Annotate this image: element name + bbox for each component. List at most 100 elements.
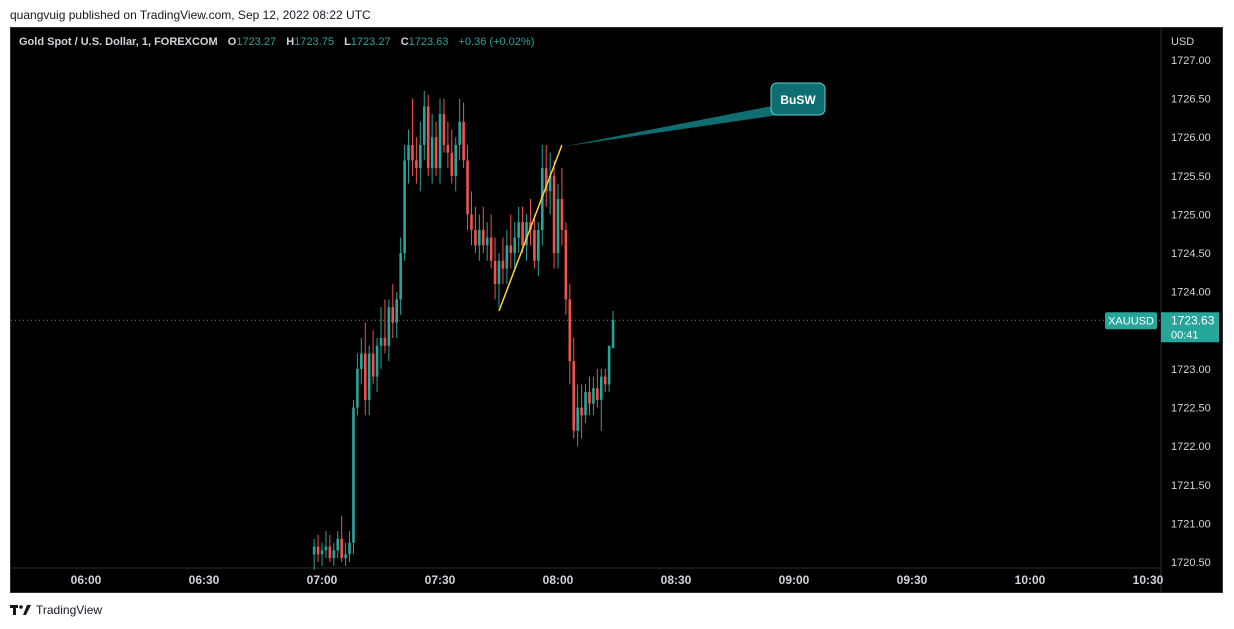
brand-name: TradingView [36,603,103,617]
candle-body [525,222,528,246]
candle [466,144,469,230]
candle-body [584,392,587,416]
tradingview-brand[interactable]: TradingView [10,603,102,617]
candlestick-chart[interactable]: 1720.50 1721.00 1721.50 1722.00 1722.50 1723.… [11,28,1223,593]
time-tick-label: 08:30 [661,573,692,587]
symbol-title[interactable]: Gold Spot / U.S. Dollar, 1, FOREXCOM [19,36,218,48]
candle [407,129,410,184]
candle [332,542,336,566]
price-tick-label: 1722.50 [1171,403,1211,415]
candle [324,531,328,559]
price-tick-label: 1721.00 [1171,518,1211,530]
currency-label: USD [1171,36,1195,48]
candle-body [422,106,426,145]
candle-body [611,320,615,349]
candle-body [552,175,556,254]
tradingview-logo-icon [10,605,31,615]
candle [446,121,450,169]
close-value: 1723.63 [408,36,449,48]
candle [328,534,332,562]
candle [367,345,371,416]
candle-body [407,144,410,161]
trendline-drawing[interactable] [498,144,563,312]
candle [580,384,583,439]
candle [509,214,513,269]
candle-body [320,550,324,555]
candle [576,384,579,447]
symbol-tag-box [1105,312,1157,330]
price-tick-label: 1720.50 [1171,557,1211,569]
price-tick-label: 1726.50 [1171,94,1211,106]
candle [348,531,351,562]
published-info: quangvuig published on TradingView.com, … [10,8,371,22]
candle-body [399,253,402,300]
candle-body [395,299,399,323]
candle-body [489,237,493,261]
candle [383,299,387,354]
candle [336,531,340,559]
candle-body [454,144,458,176]
candle-body [426,106,430,169]
candle [312,538,316,570]
price-tag-value: 1723.63 [1171,313,1215,327]
candle-body [517,222,520,238]
candle-body [403,160,406,254]
candle [548,152,552,215]
candle-body [485,237,489,246]
candle [603,368,607,393]
price-tick-label: 1723.00 [1171,364,1211,376]
candle [517,206,520,254]
candle-body [560,199,564,230]
callout-box[interactable] [770,82,826,116]
candle [415,137,418,184]
candle-body [458,121,461,145]
candle-body [478,229,481,246]
close-label: C [400,36,409,48]
candle-body [344,554,347,559]
time-axis[interactable]: 06:00 06:30 07:00 07:30 08:00 08:30 09:00 09:30… [71,573,1164,587]
candle-body [599,376,603,400]
price-axis[interactable]: 1720.50 1721.00 1721.50 1722.00 1722.50 1723.… [1171,55,1211,569]
callout-annotation[interactable]: BuSW [563,82,826,147]
time-tick-label: 10:30 [1133,573,1164,587]
candle [371,330,375,385]
candle [399,237,402,315]
candle-body [474,229,477,246]
candle [544,144,548,207]
candle [564,222,568,315]
candle [521,206,524,254]
candle [489,214,493,269]
price-tag-box [1161,312,1219,343]
candle-body [564,229,568,300]
candle-body [596,388,599,400]
price-tick-label: 1724.00 [1171,287,1211,299]
candle-body [340,538,343,559]
candle [360,338,363,385]
candle [442,98,446,153]
chart-panel[interactable]: 1720.50 1721.00 1721.50 1722.00 1722.50 1723.… [10,27,1223,593]
candle [316,534,320,562]
candle [450,129,454,184]
callout-text: BuSW [780,93,816,107]
candle [375,338,379,393]
candle-body [537,229,540,261]
candle-body [592,388,595,404]
candle-body [576,407,579,431]
price-axis-divider [11,28,1162,592]
candle-body [462,121,465,161]
candle-body [316,546,320,555]
time-tick-label: 07:00 [307,573,338,587]
candle-body [446,144,450,153]
candle [320,542,324,566]
candle-body [438,114,442,169]
candle-body [513,237,517,254]
candle [387,299,391,362]
candle-body [336,538,340,551]
price-tick-label: 1727.00 [1171,55,1211,67]
candle [363,322,367,416]
candle [422,90,426,161]
candle [485,222,489,261]
time-tick-label: 06:30 [189,573,220,587]
candle-body [415,160,418,169]
candle [537,222,540,277]
